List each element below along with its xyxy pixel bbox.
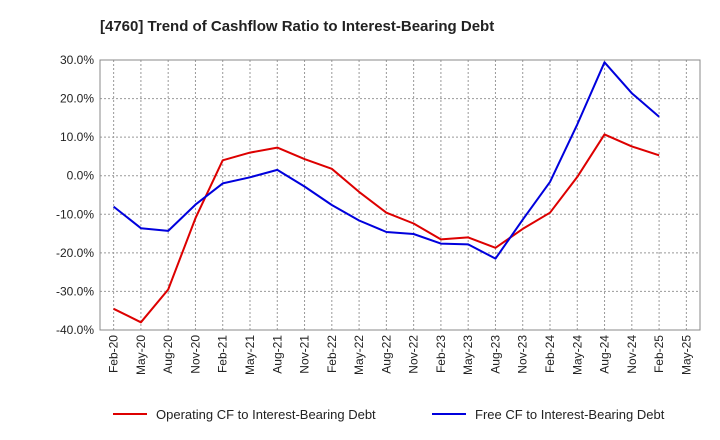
y-tick-label: 10.0% <box>60 130 94 144</box>
series-line-free-cf <box>112 61 660 260</box>
y-tick-label: -40.0% <box>56 323 94 337</box>
x-tick-label: Aug-22 <box>379 335 393 374</box>
x-tick-label: May-25 <box>679 335 693 375</box>
chart-title: [4760] Trend of Cashflow Ratio to Intere… <box>100 18 494 35</box>
legend-label-free-cf: Free CF to Interest-Bearing Debt <box>475 407 665 422</box>
x-tick-label: Feb-22 <box>325 335 339 373</box>
series-line-operating-cf <box>113 133 660 324</box>
x-tick-label: Feb-24 <box>543 335 557 373</box>
grid <box>100 59 700 331</box>
x-tick-label: May-24 <box>570 335 584 375</box>
series-layer <box>112 61 660 324</box>
x-tick-label: Aug-24 <box>598 335 612 374</box>
y-tick-label: 20.0% <box>60 92 94 106</box>
y-tick-label: -10.0% <box>56 207 94 221</box>
y-tick-label: 0.0% <box>67 169 95 183</box>
x-tick-label: Feb-25 <box>652 335 666 373</box>
legend-label-operating-cf: Operating CF to Interest-Bearing Debt <box>156 407 376 422</box>
y-tick-label: 30.0% <box>60 53 94 67</box>
x-tick-label: Aug-20 <box>161 335 175 374</box>
x-tick-label: Feb-21 <box>216 335 230 373</box>
legend: Operating CF to Interest-Bearing Debt Fr… <box>113 407 665 422</box>
x-tick-label: May-23 <box>461 335 475 375</box>
y-axis-ticks: 30.0% 20.0% 10.0% 0.0% -10.0% -20.0% -30.0% -40… <box>56 53 94 337</box>
x-tick-label: Feb-20 <box>107 335 121 373</box>
x-tick-label: Feb-23 <box>434 335 448 373</box>
y-tick-label: -20.0% <box>56 246 94 260</box>
x-tick-label: Nov-24 <box>625 335 639 374</box>
plot-area <box>99 59 701 331</box>
x-tick-label: Nov-20 <box>188 335 202 374</box>
y-tick-label: -30.0% <box>56 284 94 298</box>
x-axis-ticks: Feb-20 May-20 Aug-20 Nov-20 Feb-21 May-21 Aug-… <box>107 335 694 375</box>
x-tick-label: Nov-22 <box>407 335 421 374</box>
x-tick-label: Nov-23 <box>516 335 530 374</box>
x-tick-label: Aug-21 <box>270 335 284 374</box>
x-tick-label: Aug-23 <box>488 335 502 374</box>
x-tick-label: May-21 <box>243 335 257 375</box>
x-tick-label: May-20 <box>134 335 148 375</box>
x-tick-label: Nov-21 <box>298 335 312 374</box>
x-tick-label: May-22 <box>352 335 366 375</box>
